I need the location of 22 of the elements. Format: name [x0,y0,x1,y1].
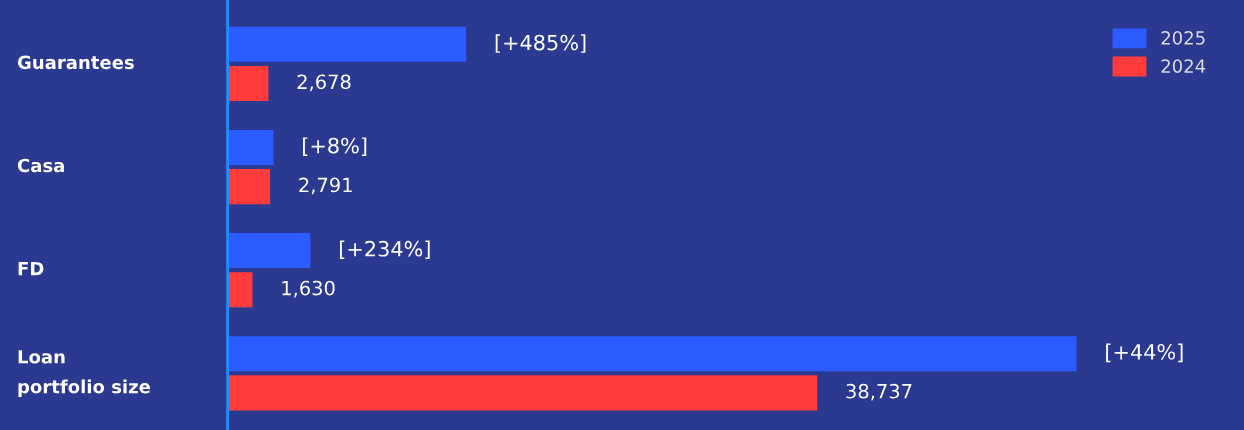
annotation: [+485%] [495,34,586,53]
annotation: [+44%] [1106,343,1183,363]
bar [227,233,311,269]
legend-label: 2025 [1161,31,1205,45]
data-label: 1,630 [282,280,335,298]
legend-label: 2024 [1161,59,1206,73]
annotation: [+8%] [303,137,367,156]
data-label: 2,791 [299,177,352,195]
y-tick-label: FD [18,261,44,276]
bar [227,336,1077,372]
bar [227,129,274,165]
bar [227,66,269,102]
y-tick-label: Loan portfolio size [18,350,151,397]
bar [227,26,467,62]
bar [227,169,271,205]
annotation: [+234%] [340,240,430,260]
bar [227,375,818,411]
y-tick-label: Casa [17,158,64,173]
data-label: 38,737 [846,383,912,401]
bar [227,272,253,308]
y-tick-label: Guarantees [17,55,134,70]
data-label: 2,678 [297,74,351,92]
